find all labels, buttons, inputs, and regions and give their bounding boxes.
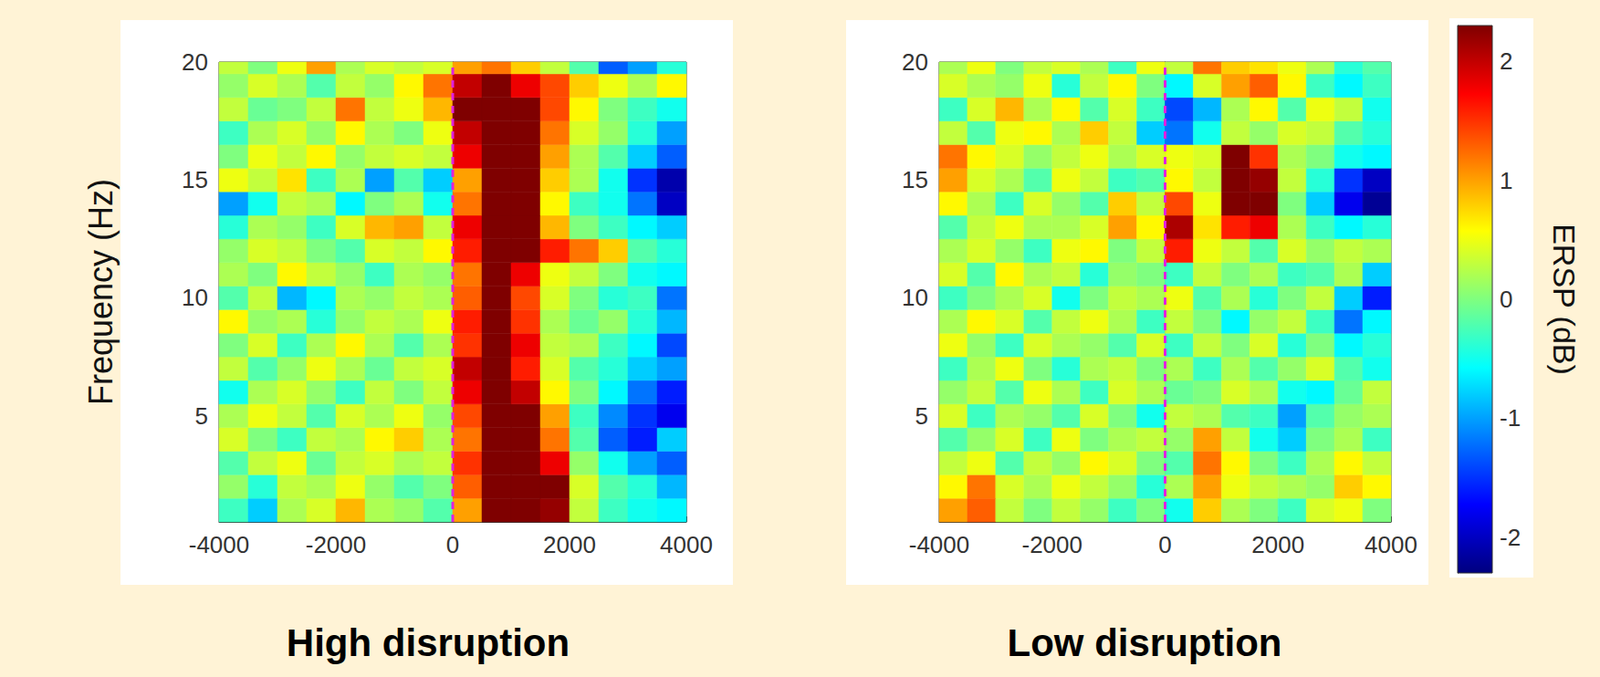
svg-text:4000: 4000 [659,531,713,559]
svg-text:20: 20 [181,48,209,76]
svg-text:10: 10 [181,283,209,312]
svg-text:2000: 2000 [1251,531,1305,559]
svg-text:15: 15 [181,166,209,194]
svg-text:Frequency (Hz): Frequency (Hz) [82,178,120,406]
svg-text:0: 0 [1499,285,1513,314]
svg-text:5: 5 [195,402,209,430]
svg-text:-4000: -4000 [188,531,251,559]
svg-text:20: 20 [901,48,929,76]
svg-text:0: 0 [1158,531,1172,559]
svg-text:ERSP (dB): ERSP (dB) [1547,223,1582,376]
svg-text:-4000: -4000 [909,531,971,559]
svg-text:Low disruption: Low disruption [1007,621,1283,665]
svg-text:2: 2 [1499,47,1513,75]
svg-text:4000: 4000 [1364,531,1418,559]
svg-text:-2: -2 [1499,523,1521,552]
svg-text:High disruption: High disruption [286,621,570,665]
svg-text:0: 0 [446,531,460,559]
svg-text:5: 5 [915,402,929,430]
svg-text:1: 1 [1499,167,1513,195]
svg-text:15: 15 [901,166,929,194]
svg-text:2000: 2000 [543,531,597,559]
svg-text:-2000: -2000 [305,531,367,559]
svg-text:10: 10 [901,283,929,312]
svg-text:-2000: -2000 [1022,531,1084,559]
svg-text:-1: -1 [1499,404,1521,432]
